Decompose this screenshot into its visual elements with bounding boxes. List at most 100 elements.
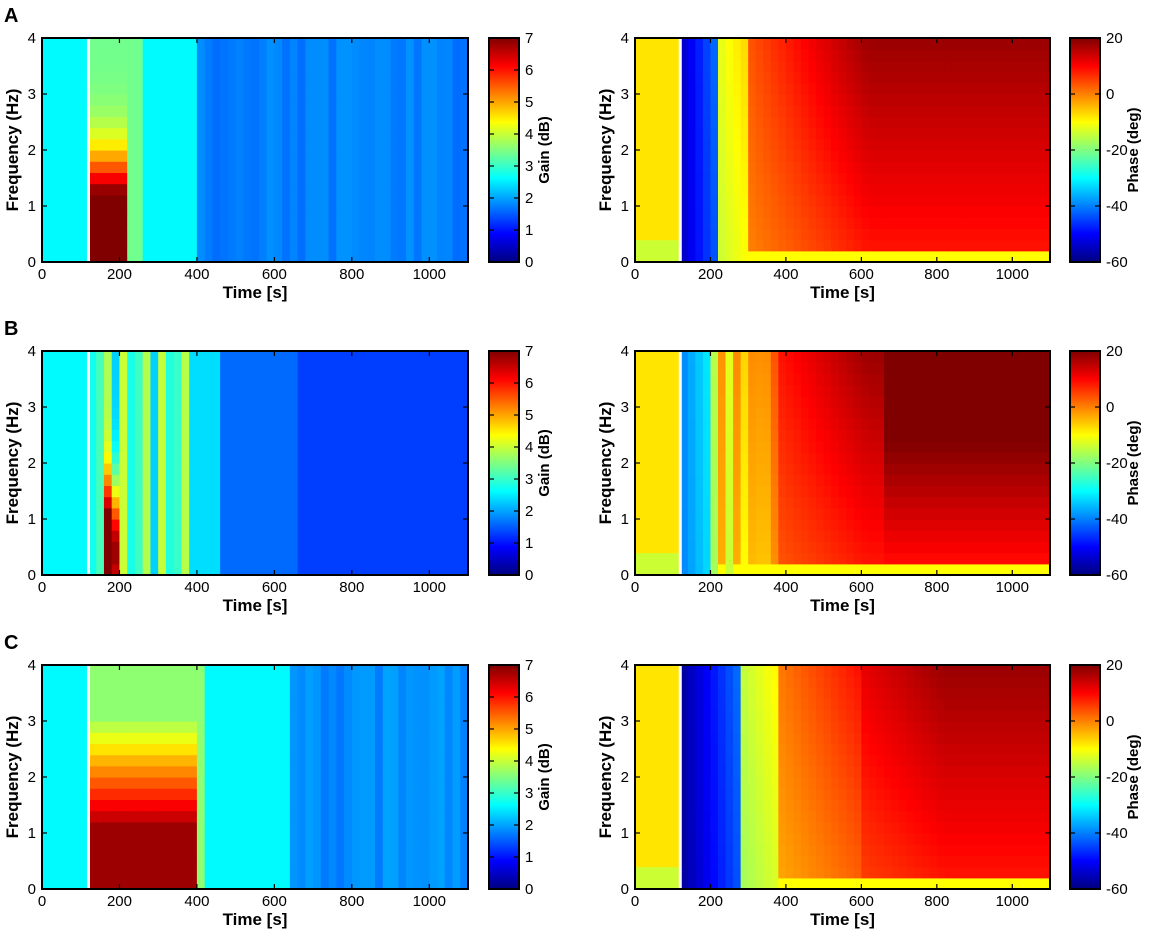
heatmap-cell bbox=[266, 150, 275, 162]
heatmap-cell bbox=[134, 519, 144, 531]
heatmap-cell bbox=[1012, 206, 1021, 218]
heatmap-cell bbox=[297, 541, 306, 554]
heatmap-cell bbox=[165, 866, 175, 879]
heatmap-cell bbox=[344, 127, 353, 140]
heatmap-cell bbox=[437, 552, 446, 565]
heatmap-cell bbox=[460, 496, 469, 509]
heatmap-cell bbox=[733, 206, 742, 218]
heatmap-cell bbox=[111, 384, 121, 397]
heatmap-cell bbox=[328, 172, 337, 185]
heatmap-cell bbox=[367, 563, 376, 576]
heatmap-cell bbox=[390, 217, 399, 229]
heatmap-cell bbox=[1034, 474, 1044, 486]
y-tick-label: 4 bbox=[28, 30, 36, 47]
heatmap-cell bbox=[906, 429, 915, 442]
heatmap-cell bbox=[1042, 161, 1051, 173]
heatmap-cell bbox=[49, 844, 59, 856]
heatmap-cell bbox=[251, 351, 260, 363]
heatmap-cell bbox=[158, 373, 167, 386]
heatmap-cell bbox=[57, 474, 66, 486]
heatmap-cell bbox=[359, 217, 368, 229]
heatmap-cell bbox=[258, 418, 268, 430]
heatmap-cell bbox=[831, 161, 840, 173]
heatmap-cell bbox=[831, 49, 840, 61]
heatmap-cell bbox=[328, 161, 337, 173]
heatmap-cell bbox=[853, 563, 862, 576]
heatmap-cell bbox=[212, 60, 221, 73]
heatmap-cell bbox=[96, 743, 105, 756]
heatmap-cell bbox=[755, 150, 764, 162]
heatmap-cell bbox=[801, 217, 810, 229]
heatmap-cell bbox=[733, 519, 742, 531]
heatmap-cell bbox=[921, 127, 930, 140]
heatmap-cell bbox=[846, 507, 855, 520]
heatmap-cell bbox=[134, 788, 144, 800]
heatmap-cell bbox=[763, 519, 772, 531]
heatmap-cell bbox=[718, 496, 727, 509]
heatmap-cell bbox=[49, 541, 59, 554]
heatmap-cell bbox=[57, 395, 66, 408]
heatmap-cell bbox=[740, 138, 749, 151]
heatmap-cell bbox=[49, 105, 59, 117]
heatmap-cell bbox=[150, 541, 159, 554]
heatmap-cell bbox=[189, 150, 198, 162]
heatmap-cell bbox=[258, 217, 268, 229]
heatmap-cell bbox=[437, 463, 446, 475]
heatmap-cell bbox=[740, 507, 749, 520]
heatmap-cell bbox=[770, 530, 779, 542]
heatmap-cell bbox=[235, 362, 244, 374]
heatmap-cell bbox=[914, 94, 923, 106]
heatmap-cell bbox=[778, 239, 787, 252]
heatmap-cell bbox=[861, 49, 870, 61]
heatmap-cell bbox=[657, 552, 666, 565]
heatmap-cell bbox=[702, 384, 712, 397]
heatmap-cell bbox=[899, 82, 908, 95]
heatmap-cell bbox=[725, 552, 734, 565]
heatmap-cell bbox=[142, 788, 152, 800]
heatmap-cell bbox=[359, 94, 368, 106]
heatmap-cell bbox=[266, 217, 275, 229]
heatmap-cell bbox=[793, 541, 802, 554]
heatmap-cell bbox=[274, 183, 283, 196]
heatmap-cell bbox=[846, 463, 855, 475]
heatmap-cell bbox=[959, 194, 968, 207]
heatmap-cell bbox=[328, 351, 337, 363]
heatmap-cell bbox=[413, 541, 423, 554]
heatmap-cell bbox=[823, 451, 832, 464]
heatmap-cell bbox=[816, 552, 825, 565]
heatmap-cell bbox=[846, 563, 855, 576]
heatmap-cell bbox=[936, 485, 945, 498]
heatmap-cell bbox=[1019, 127, 1028, 140]
heatmap-cell bbox=[1004, 206, 1013, 218]
heatmap-cell bbox=[351, 172, 361, 185]
heatmap-cell bbox=[1027, 138, 1036, 151]
heatmap-cell bbox=[868, 217, 878, 229]
heatmap-cell bbox=[398, 541, 407, 554]
heatmap-cell bbox=[96, 239, 105, 252]
heatmap-cell bbox=[846, 496, 855, 509]
heatmap-cell bbox=[718, 217, 727, 229]
heatmap-cell bbox=[88, 676, 97, 688]
heatmap-cell bbox=[266, 127, 275, 140]
heatmap-cell bbox=[718, 228, 727, 241]
heatmap-cell bbox=[876, 49, 885, 61]
heatmap-cell bbox=[929, 150, 938, 162]
heatmap-cell bbox=[320, 474, 330, 486]
heatmap-cell bbox=[891, 116, 900, 129]
heatmap-cell bbox=[718, 105, 727, 117]
heatmap-cell bbox=[951, 496, 961, 509]
colorbar-tick-label: 6 bbox=[525, 62, 533, 79]
heatmap-cell bbox=[906, 183, 915, 196]
heatmap-cell bbox=[635, 127, 644, 140]
heatmap-cell bbox=[1019, 150, 1028, 162]
heatmap-cell bbox=[899, 519, 908, 531]
heatmap-cell bbox=[1004, 239, 1013, 252]
heatmap-cell bbox=[297, 351, 306, 363]
heatmap-cell bbox=[748, 485, 757, 498]
heatmap-cell bbox=[635, 451, 644, 464]
heatmap-cell bbox=[801, 351, 810, 363]
heatmap-cell bbox=[725, 541, 734, 554]
heatmap-cell bbox=[243, 71, 252, 84]
heatmap-cell bbox=[914, 519, 923, 531]
heatmap-cell bbox=[899, 563, 908, 576]
